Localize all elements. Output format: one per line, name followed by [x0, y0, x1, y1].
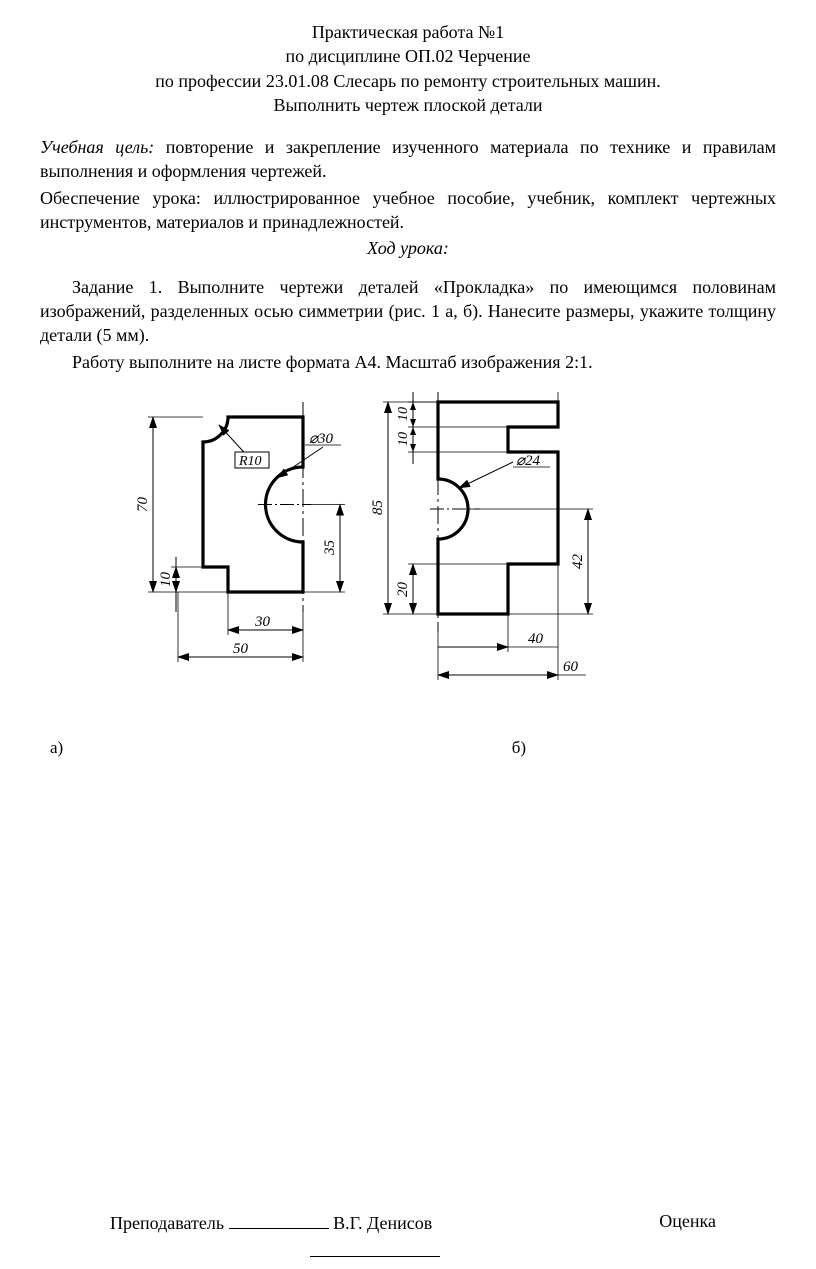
support-paragraph: Обеспечение урока: иллюстрированное учеб… [40, 186, 776, 235]
header-line-3: по профессии 23.01.08 Слесарь по ремонту… [40, 69, 776, 93]
goal-paragraph: Учебная цель: повторение и закрепление и… [40, 135, 776, 184]
svg-text:50: 50 [233, 641, 249, 657]
svg-text:10: 10 [396, 407, 411, 421]
svg-text:42: 42 [570, 553, 586, 569]
header-line-1: Практическая работа №1 [40, 20, 776, 44]
task-1: Задание 1. Выполните чертежи деталей «Пр… [40, 275, 776, 348]
svg-text:70: 70 [135, 496, 151, 512]
header-line-4: Выполнить чертеж плоской детали [40, 93, 776, 117]
signature-line [229, 1211, 329, 1229]
svg-text:85: 85 [370, 499, 386, 515]
svg-text:10: 10 [158, 571, 174, 587]
document-header: Практическая работа №1 по дисциплине ОП.… [40, 20, 776, 117]
svg-text:10: 10 [396, 432, 411, 446]
task-2: Работу выполните на листе формата А4. Ма… [40, 350, 776, 374]
teacher-name: В.Г. Денисов [333, 1213, 432, 1233]
goal-label: Учебная цель: [40, 137, 154, 157]
svg-text:60: 60 [563, 659, 579, 675]
teacher-label: Преподаватель [110, 1213, 224, 1233]
footer: Преподаватель В.Г. Денисов Оценка [40, 1211, 776, 1234]
svg-text:R10: R10 [238, 454, 262, 469]
svg-text:30: 30 [254, 614, 271, 630]
label-b: б) [512, 738, 526, 758]
svg-text:40: 40 [583, 392, 599, 393]
svg-text:40: 40 [528, 631, 544, 647]
teacher-block: Преподаватель В.Г. Денисов [110, 1211, 432, 1234]
label-a: а) [50, 738, 63, 758]
progress-label: Ход урока: [40, 236, 776, 260]
svg-text:35: 35 [322, 539, 338, 556]
svg-text:20: 20 [395, 581, 411, 597]
header-line-2: по дисциплине ОП.02 Черчение [40, 44, 776, 68]
underline-2 [310, 1256, 440, 1257]
grade-label: Оценка [659, 1211, 716, 1234]
figure-labels: а) б) [40, 738, 776, 758]
technical-drawing: R10 ⌀30 70 35 10 30 50 [40, 392, 776, 732]
